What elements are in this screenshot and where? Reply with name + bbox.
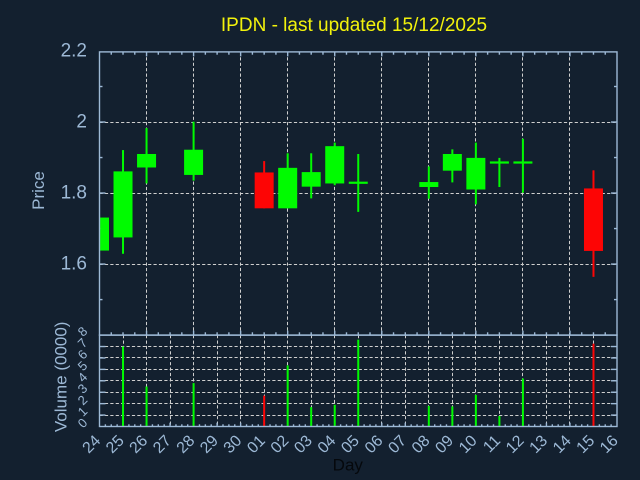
svg-text:2: 2 — [76, 111, 87, 132]
svg-text:Price: Price — [29, 171, 48, 210]
svg-text:2.2: 2.2 — [61, 40, 87, 61]
svg-text:IPDN - last updated 15/12/2025: IPDN - last updated 15/12/2025 — [221, 15, 487, 36]
svg-text:Day: Day — [333, 456, 364, 475]
svg-text:Volume (0000): Volume (0000) — [52, 322, 71, 433]
svg-text:1.6: 1.6 — [61, 254, 87, 275]
svg-text:1.8: 1.8 — [61, 183, 87, 204]
